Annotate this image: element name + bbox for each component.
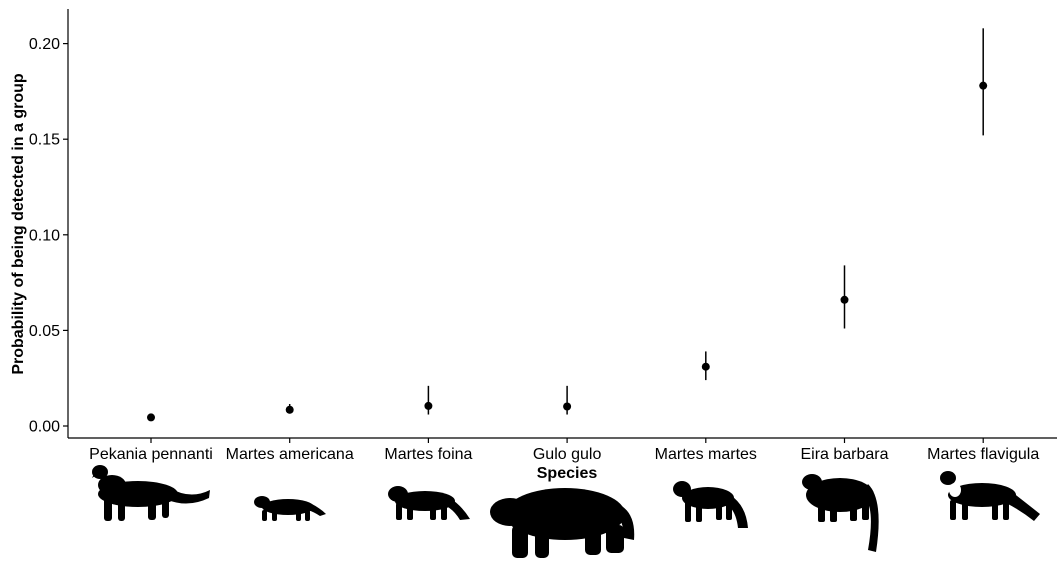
y-tick-label: 0.20	[29, 36, 60, 53]
pine-marten-silhouette	[673, 481, 748, 528]
x-tick-label: Pekania pennanti	[89, 446, 213, 463]
x-tick-label: Eira barbara	[800, 446, 888, 463]
american-marten-silhouette	[254, 496, 326, 521]
x-tick-label: Martes americana	[226, 446, 354, 463]
x-tick-label: Gulo gulo	[533, 446, 602, 463]
y-ticks: 0.00 0.05 0.10 0.15 0.20	[29, 36, 68, 436]
wolverine-silhouette	[490, 488, 635, 558]
y-tick-label: 0.15	[29, 132, 60, 149]
data-point	[147, 413, 155, 422]
data-point	[424, 401, 433, 410]
x-tick-label: Martes martes	[655, 446, 757, 463]
fisher-silhouette	[92, 465, 210, 521]
y-tick-label: 0.10	[29, 227, 60, 244]
data-point	[563, 402, 572, 411]
stone-marten-silhouette	[388, 486, 470, 520]
y-axis-title: Probability of being detected in a group	[10, 73, 27, 375]
data-point	[285, 405, 294, 414]
data-point	[979, 81, 988, 90]
data-point	[840, 295, 849, 304]
tayra-silhouette	[802, 474, 879, 552]
x-tick-label: Martes flavigula	[927, 446, 1039, 463]
y-tick-label: 0.05	[29, 323, 60, 340]
y-tick-label: 0.00	[29, 419, 60, 436]
x-category-labels: Pekania pennanti Martes americana Martes f…	[89, 438, 1039, 463]
data-points	[147, 81, 988, 422]
error-bars	[288, 28, 984, 415]
yellow-throated-marten-silhouette	[940, 471, 1040, 521]
x-axis-title: Species	[537, 465, 598, 482]
data-point	[701, 362, 710, 371]
x-tick-label: Martes foina	[384, 446, 472, 463]
